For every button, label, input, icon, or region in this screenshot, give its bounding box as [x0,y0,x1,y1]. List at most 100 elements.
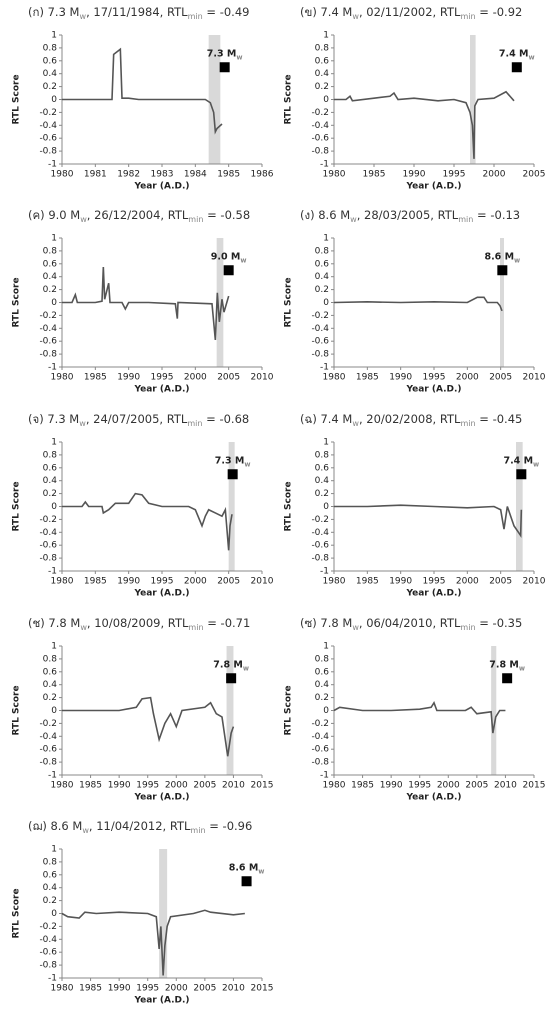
y-axis-label: RTL Score [284,277,294,327]
y-tick-label: -0.8 [39,147,57,157]
x-axis-label: Year (A.D.) [405,182,461,192]
y-tick-label: 1 [51,234,57,244]
panel-title: (ง) 8.6 Mw, 28/03/2005, RTLmin = -0.13 [300,208,520,225]
event-window [491,646,497,775]
panel-title-part: = -0.13 [473,208,520,222]
panel: (ข) 7.4 Mw, 02/11/2002, RTLmin = -0.92 -1… [284,5,546,192]
y-axis-label: RTL Score [284,74,294,124]
y-tick-label: 0 [323,298,329,308]
panel-title-part: = -0.58 [203,208,250,222]
x-tick-label: 2010 [251,577,274,587]
y-tick-label: -1 [48,567,57,577]
y-tick-label: 0 [323,502,329,512]
event-label-part: w [243,664,249,672]
y-tick-label: 1 [51,31,57,41]
panel-title-part: min [188,215,203,224]
y-tick-label: -0.2 [39,311,57,321]
y-axis-label: RTL Score [12,277,22,327]
panel-title-part: w [82,826,89,835]
panel-title-part: min [460,623,475,632]
panel-title-part: , 11/04/2012, RTL [89,819,191,833]
panel-title-part: (ฉ) 7.4 M [300,412,352,426]
y-tick-label: 0.4 [43,680,58,690]
y-tick-label: 0.2 [315,82,329,92]
x-tick-label: 2005 [465,781,488,791]
event-label-part: 7.4 M [503,455,533,466]
panel-title: (ข) 7.4 Mw, 02/11/2002, RTLmin = -0.92 [300,5,522,22]
x-tick-label: 1990 [403,170,426,180]
y-tick-label: -0.6 [39,745,57,755]
y-tick-label: -0.2 [311,311,329,321]
event-marker [226,673,237,684]
x-tick-label: 1980 [51,577,74,587]
event-label: 7.4 Mw [503,455,539,469]
panel-title-part: (ช) 7.8 M [28,616,80,630]
x-tick-label: 1995 [136,781,159,791]
y-tick-label: 0.6 [315,463,330,473]
x-tick-label: 1995 [408,781,431,791]
panel-title-part: , 28/03/2005, RTL [357,208,459,222]
x-tick-label: 1985 [217,170,240,180]
y-tick-label: 0.4 [315,69,330,79]
line [333,700,506,734]
x-tick-label: 1980 [51,170,74,180]
event-label-part: 8.6 M [484,251,514,262]
y-tick-label: -0.6 [39,541,57,551]
event-label-part: w [258,867,264,875]
line [61,909,245,976]
x-tick-label: 1985 [356,373,379,383]
x-tick-label: 1981 [84,170,107,180]
event-label-part: 9.0 M [211,251,241,262]
panel-title-part: w [79,12,86,21]
x-axis-label: Year (A.D.) [405,385,461,395]
panel-title: (ค) 9.0 Mw, 26/12/2004, RTLmin = -0.58 [28,208,250,225]
event-label: 9.0 Mw [211,251,247,265]
panel: (ง) 8.6 Mw, 28/03/2005, RTLmin = -0.13-1… [284,208,546,395]
y-tick-label: -0.2 [39,719,57,729]
panel-title: (ช) 7.8 Mw, 10/08/2009, RTLmin = -0.71 [28,616,250,633]
y-tick-label: 0.4 [43,883,58,893]
y-tick-label: 1 [323,31,329,41]
event-marker [502,673,513,684]
x-tick-label: 1980 [323,781,346,791]
y-tick-label: 0.6 [43,870,58,880]
line [62,492,233,551]
y-tick-label: -0.2 [311,719,329,729]
x-tick-label: 1983 [151,170,174,180]
y-tick-label: -0.6 [311,745,329,755]
y-tick-label: -1 [320,160,329,170]
y-tick-label: -0.4 [311,528,329,538]
event-label-part: 7.3 M [215,455,245,466]
x-tick-label: 2010 [523,577,546,587]
y-tick-label: 0 [323,95,329,105]
panel-title-part: (จ) 7.3 M [28,412,79,426]
y-tick-label: -0.4 [311,324,329,334]
event-marker [511,62,522,73]
x-tick-label: 1980 [51,984,74,994]
y-tick-label: 0 [51,706,57,716]
y-tick-label: -1 [48,363,57,373]
event-window [516,442,523,571]
x-tick-label: 2010 [494,781,517,791]
x-tick-label: 1995 [423,373,446,383]
panel-title-part: , 26/12/2004, RTL [87,208,189,222]
y-tick-label: 0.8 [43,43,58,53]
panel-title-part: min [188,623,203,632]
y-tick-label: 0.4 [315,680,330,690]
panel-title: (ก) 7.3 Mw, 17/11/1984, RTLmin = -0.49 [28,5,249,22]
y-tick-label: 0.6 [43,463,58,473]
panel-title-part: (ค) 9.0 M [28,208,80,222]
y-tick-label: -0.6 [311,134,329,144]
panel: (ก) 7.3 Mw, 17/11/1984, RTLmin = -0.49-1… [12,5,274,192]
x-tick-label: 1985 [84,373,107,383]
panel-title-part: = -0.68 [203,412,250,426]
event-label-part: w [533,460,539,468]
x-tick-label: 2005 [523,170,546,180]
x-tick-label: 2000 [165,781,188,791]
x-tick-label: 2005 [193,984,216,994]
y-tick-label: 0 [51,502,57,512]
y-tick-label: -0.6 [311,337,329,347]
y-tick-label: 0.4 [43,476,58,486]
y-tick-label: -0.4 [39,121,57,131]
